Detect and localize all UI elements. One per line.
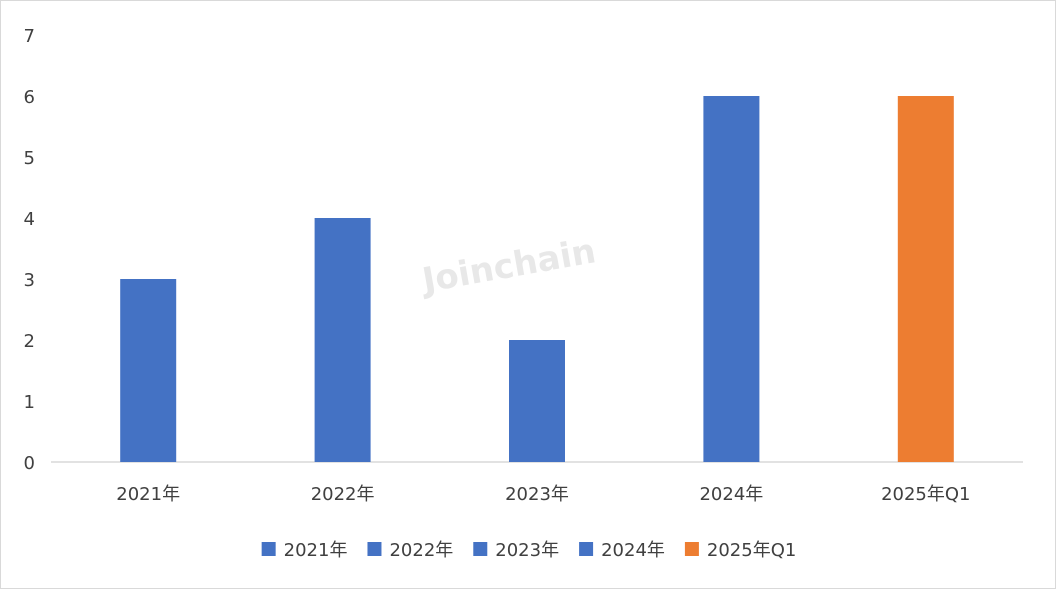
x-tick-label: 2024年	[699, 484, 763, 505]
legend-swatch	[367, 542, 382, 556]
legend-label: 2024年	[601, 540, 665, 561]
x-tick-label: 2022年	[311, 484, 375, 505]
legend-label: 2023年	[495, 540, 559, 561]
legend-label: 2025年Q1	[707, 540, 796, 561]
bar-1	[120, 279, 177, 462]
legend-label: 2022年	[389, 540, 453, 561]
y-tick-label: 2	[24, 331, 35, 352]
y-axis-ticks: 0 1 2 3 4 5 6 7	[24, 26, 35, 474]
y-tick-label: 3	[24, 270, 35, 291]
x-axis-ticks: 2021年 2022年 2023年 2024年 2025年Q1	[116, 484, 970, 505]
legend-swatch	[473, 542, 488, 556]
x-tick-label: 2023年	[505, 484, 569, 505]
x-tick-label: 2025年Q1	[881, 484, 970, 505]
watermark-logo: Joinchain	[417, 231, 598, 301]
y-tick-label: 4	[24, 209, 35, 230]
bar-3	[509, 340, 565, 462]
x-tick-label: 2021年	[116, 484, 180, 505]
y-tick-label: 7	[24, 26, 35, 47]
bars	[120, 96, 954, 462]
bar-2	[314, 218, 371, 462]
legend-swatch	[684, 542, 699, 556]
legend-label: 2021年	[284, 540, 348, 561]
legend-swatch	[261, 542, 276, 556]
y-tick-label: 5	[24, 148, 35, 169]
bar-4	[703, 96, 760, 462]
y-tick-label: 6	[24, 87, 35, 108]
y-tick-label: 1	[24, 392, 35, 413]
legend: 2021年 2022年 2023年 2024年 2025年Q1	[261, 540, 796, 561]
bar-5	[897, 96, 954, 462]
y-tick-label: 0	[24, 453, 35, 474]
legend-swatch	[579, 542, 594, 556]
